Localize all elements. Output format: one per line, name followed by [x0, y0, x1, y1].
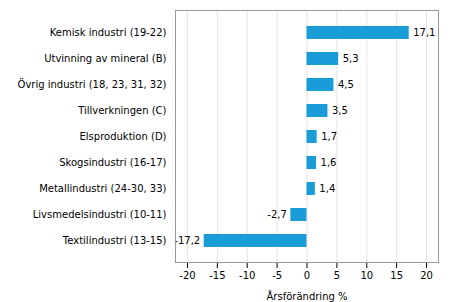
svg-text:Textilindustri (13-15): Textilindustri (13-15) — [62, 235, 167, 246]
svg-text:-20: -20 — [179, 270, 195, 281]
svg-text:-15: -15 — [209, 270, 225, 281]
svg-text:Skogsindustri (16-17): Skogsindustri (16-17) — [59, 157, 166, 168]
svg-text:4,5: 4,5 — [338, 79, 354, 90]
svg-text:17,1: 17,1 — [413, 27, 435, 38]
svg-text:10: 10 — [360, 270, 373, 281]
svg-text:-10: -10 — [239, 270, 255, 281]
svg-text:Elsproduktion (D): Elsproduktion (D) — [80, 131, 167, 142]
svg-text:1,6: 1,6 — [321, 157, 337, 168]
svg-text:-2,7: -2,7 — [267, 209, 287, 220]
svg-text:-5: -5 — [272, 270, 282, 281]
svg-text:Utvinning av mineral (B): Utvinning av mineral (B) — [44, 53, 166, 64]
svg-text:Övrig industri (18, 23, 31, 32: Övrig industri (18, 23, 31, 32) — [18, 78, 167, 90]
svg-text:Tillverkningen (C): Tillverkningen (C) — [77, 105, 166, 116]
svg-text:15: 15 — [390, 270, 403, 281]
svg-text:Årsförändring %: Årsförändring % — [267, 290, 348, 302]
svg-text:-17,2: -17,2 — [174, 235, 200, 246]
svg-text:1,4: 1,4 — [319, 183, 335, 194]
svg-text:0: 0 — [304, 270, 310, 281]
svg-text:Metallindustri (24-30, 33): Metallindustri (24-30, 33) — [39, 183, 166, 194]
svg-text:20: 20 — [420, 270, 433, 281]
svg-text:3,5: 3,5 — [332, 105, 348, 116]
svg-text:1,7: 1,7 — [321, 131, 337, 142]
svg-text:Livsmedelsindustri (10-11): Livsmedelsindustri (10-11) — [33, 209, 167, 220]
svg-text:Kemisk industri (19-22): Kemisk industri (19-22) — [50, 27, 167, 38]
svg-text:5: 5 — [334, 270, 340, 281]
svg-text:5,3: 5,3 — [343, 53, 359, 64]
